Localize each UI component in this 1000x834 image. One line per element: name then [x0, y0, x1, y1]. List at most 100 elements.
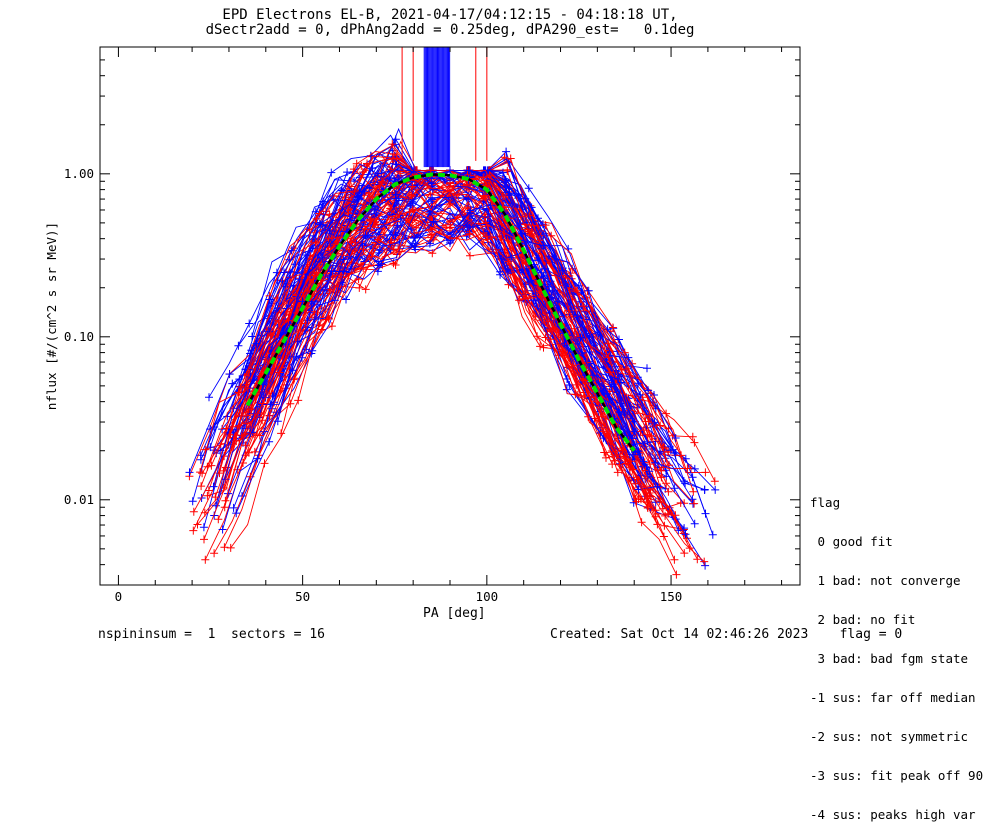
data-point-marker — [653, 520, 662, 529]
data-point-marker — [200, 535, 208, 544]
data-point-marker — [641, 417, 650, 426]
data-point-marker — [680, 549, 689, 558]
data-point-marker — [482, 232, 491, 241]
data-point-marker — [628, 465, 637, 474]
data-point-marker — [554, 328, 563, 337]
data-point-marker — [576, 333, 585, 342]
data-point-marker — [411, 239, 420, 248]
data-point-marker — [241, 441, 250, 450]
data-point-marker — [500, 178, 509, 187]
data-point-marker — [327, 168, 336, 177]
data-point-marker — [659, 463, 668, 472]
data-point-marker — [236, 382, 245, 391]
data-point-marker — [253, 454, 262, 463]
data-point-marker — [681, 454, 690, 463]
data-point-marker — [394, 171, 403, 180]
data-point-marker — [465, 229, 474, 238]
data-point-marker — [365, 191, 374, 200]
data-point-marker — [220, 503, 229, 512]
data-point-marker — [534, 236, 543, 245]
data-point-marker — [683, 464, 692, 473]
pa-curve — [258, 179, 646, 471]
data-point-marker — [363, 231, 372, 240]
x-tick-label: 100 — [476, 589, 499, 604]
data-point-marker — [597, 386, 606, 395]
data-point-marker — [689, 487, 698, 496]
data-point-marker — [548, 287, 556, 296]
data-point-marker — [357, 260, 366, 269]
data-point-marker — [584, 286, 593, 295]
data-point-marker — [710, 477, 719, 486]
data-point-marker — [503, 167, 512, 175]
data-point-marker — [700, 486, 709, 494]
pa-curve — [261, 169, 667, 471]
legend-item: 0 good fit — [810, 534, 893, 549]
data-point-marker — [396, 215, 405, 223]
data-point-marker — [428, 249, 437, 258]
data-point-marker — [405, 208, 414, 217]
x-axis-label: PA [deg] — [423, 606, 486, 621]
data-point-marker — [293, 337, 302, 346]
data-point-marker — [671, 434, 680, 442]
data-point-marker — [651, 506, 660, 515]
data-point-marker — [688, 473, 697, 482]
y-tick-label: 0.01 — [64, 492, 94, 507]
data-point-marker — [361, 285, 370, 294]
data-point-marker — [235, 375, 244, 384]
data-point-marker — [524, 184, 533, 193]
data-point-marker — [518, 259, 527, 268]
data-point-marker — [657, 466, 666, 475]
pa-curves — [185, 127, 720, 579]
data-point-marker — [206, 443, 215, 452]
data-point-marker — [539, 343, 548, 352]
data-point-marker — [274, 316, 283, 325]
data-point-marker — [394, 245, 403, 254]
data-point-marker — [366, 151, 375, 160]
data-point-marker — [197, 482, 206, 491]
data-point-marker — [333, 282, 342, 291]
data-point-marker — [615, 335, 623, 344]
data-point-marker — [373, 169, 382, 178]
data-point-marker — [232, 509, 241, 518]
data-point-marker — [613, 375, 622, 383]
data-point-marker — [505, 229, 514, 238]
data-point-marker — [605, 368, 614, 377]
data-point-marker — [643, 364, 651, 373]
data-point-marker — [700, 557, 709, 566]
legend-item: -4 sus: peaks high var — [810, 807, 976, 822]
data-point-marker — [525, 227, 534, 236]
data-point-marker — [617, 378, 626, 387]
data-point-marker — [377, 177, 386, 186]
data-point-marker — [662, 409, 671, 418]
data-point-marker — [479, 173, 488, 182]
data-point-marker — [671, 511, 680, 520]
data-point-marker — [221, 496, 230, 505]
data-point-marker — [446, 186, 454, 195]
legend-item: 3 bad: bad fgm state — [810, 651, 969, 666]
data-point-marker — [672, 570, 681, 579]
data-point-marker — [242, 411, 251, 420]
data-point-marker — [653, 482, 662, 491]
data-point-marker — [613, 468, 622, 477]
data-point-marker — [641, 466, 650, 475]
data-point-marker — [539, 241, 548, 250]
data-point-marker — [301, 251, 310, 259]
data-point-marker — [214, 515, 223, 524]
data-point-marker — [211, 493, 220, 502]
data-point-marker — [342, 295, 350, 304]
data-point-marker — [579, 376, 587, 385]
data-point-marker — [650, 391, 658, 399]
data-point-marker — [660, 521, 669, 530]
data-point-marker — [427, 193, 436, 202]
data-point-marker — [210, 549, 219, 558]
data-point-marker — [688, 495, 697, 504]
data-point-marker — [294, 396, 303, 405]
legend-item: -3 sus: fit peak off 90 — [810, 768, 984, 783]
data-point-marker — [636, 390, 645, 399]
data-point-marker — [315, 219, 324, 228]
data-point-marker — [265, 295, 274, 304]
data-point-marker — [651, 458, 660, 467]
data-point-marker — [396, 167, 405, 176]
data-point-marker — [659, 532, 668, 541]
data-point-marker — [690, 438, 699, 447]
